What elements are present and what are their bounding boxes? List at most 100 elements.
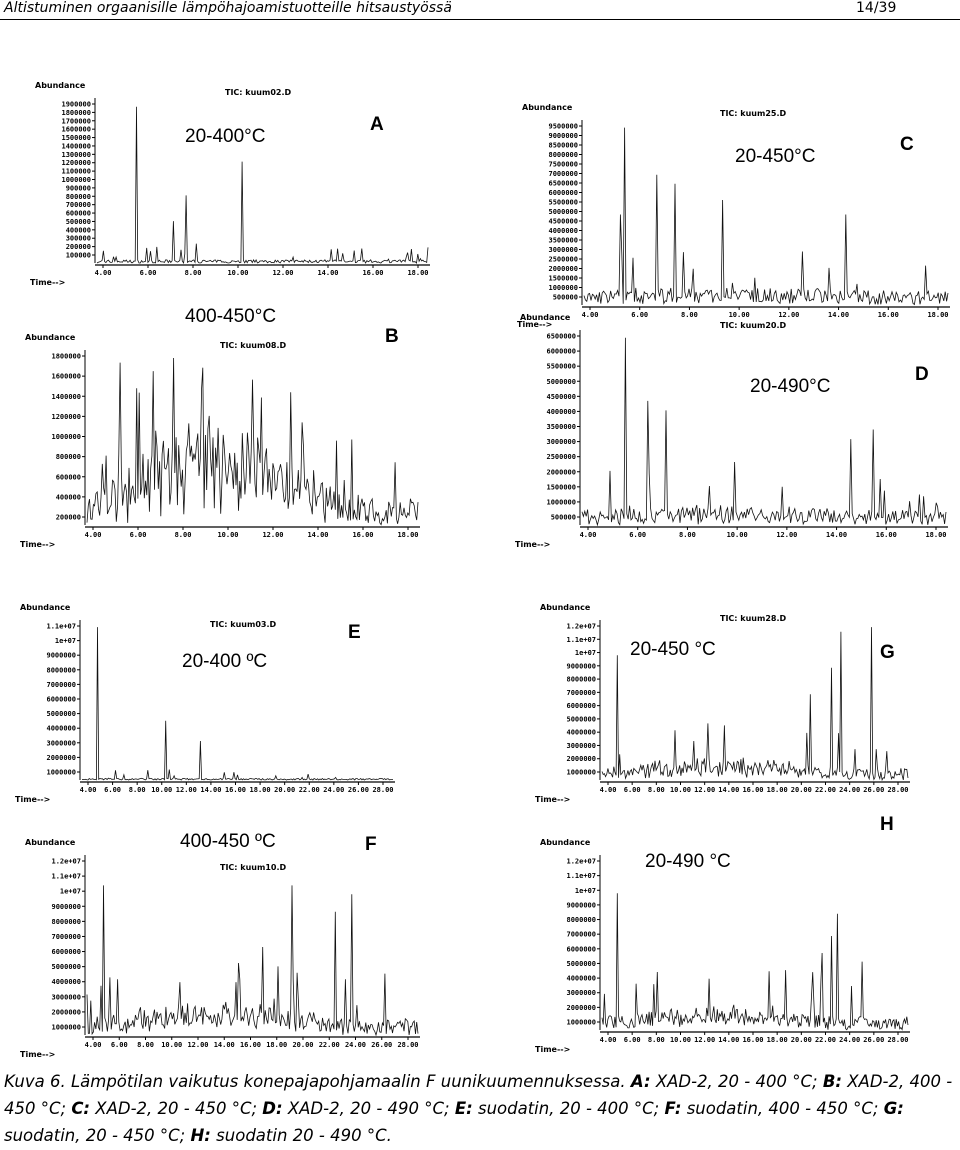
x-tick-label: 18.00 (397, 531, 418, 539)
caption-text: XAD-2, 20 - 490 °C; (287, 1099, 450, 1118)
y-tick-label: 1200000 (51, 413, 81, 421)
caption-text: XAD-2, 400 - 450 °C; (4, 1072, 953, 1118)
x-tick-label: 10.00 (217, 531, 238, 539)
x-tick-label: 4.00 (95, 269, 112, 277)
y-tick-label: 3000000 (566, 989, 596, 997)
y-tick-label: 800000 (66, 193, 91, 201)
caption-text: XAD-2, 20 - 400 °C; (655, 1072, 818, 1091)
x-tick-label: 12.00 (694, 1036, 715, 1044)
x-tick-label: 10.00 (670, 786, 691, 794)
x-tick-label: 6.00 (629, 531, 646, 539)
y-tick-label: 1800000 (51, 353, 81, 361)
x-tick-label: 12.00 (776, 531, 797, 539)
temperature-label: 20-490°C (750, 376, 830, 397)
header-title: Altistuminen orgaanisille lämpöhajoamist… (4, 0, 452, 16)
caption-key: G: (883, 1099, 904, 1118)
x-tick-label: 24.00 (839, 1036, 860, 1044)
y-tick-label: 3500000 (546, 423, 576, 431)
tic-label: TIC: kuum02.D (225, 88, 292, 97)
x-tick-label: 24.00 (323, 786, 344, 794)
panel-letter: H (880, 814, 894, 835)
y-tick-label: 1500000 (548, 275, 578, 283)
temperature-label: 20-400 ºC (182, 651, 267, 672)
chromatogram-trace (601, 893, 909, 1031)
chromatogram-trace (96, 106, 429, 264)
caption-key: A: (630, 1072, 651, 1091)
caption-text: suodatin 20 - 490 °C. (216, 1126, 392, 1145)
x-tick-label: 14.00 (317, 269, 338, 277)
x-tick-label: 6.00 (104, 786, 121, 794)
panel-letter: F (365, 834, 377, 855)
panel-letter: B (385, 326, 399, 347)
x-axis-label: Time--> (20, 1050, 55, 1059)
x-tick-label: 8.00 (137, 1041, 154, 1049)
y-tick-label: 1100000 (61, 168, 91, 176)
x-tick-label: 8.00 (681, 311, 698, 319)
x-tick-label: 10.00 (670, 1036, 691, 1044)
x-tick-label: 10.00 (727, 531, 748, 539)
y-tick-label: 1e+07 (55, 637, 76, 645)
y-tick-label: 1400000 (61, 142, 91, 150)
y-tick-label: 5500000 (546, 363, 576, 371)
y-tick-label: 2500000 (546, 453, 576, 461)
caption-intro: Kuva 6. Lämpötilan vaikutus konepajapohj… (4, 1072, 631, 1091)
x-tick-label: 12.00 (262, 531, 283, 539)
y-tick-label: 3000000 (566, 742, 596, 750)
x-tick-label: 8.00 (648, 1036, 665, 1044)
y-tick-label: 3000000 (46, 739, 76, 747)
x-tick-label: 20.00 (791, 1036, 812, 1044)
x-axis-label: Time--> (20, 540, 55, 549)
x-tick-label: 18.00 (250, 786, 271, 794)
x-tick-label: 28.00 (397, 1041, 418, 1049)
x-tick-label: 14.00 (826, 531, 847, 539)
temperature-label: 400-450 ºC (180, 831, 276, 852)
y-tick-label: 2000000 (51, 1008, 81, 1016)
y-tick-label: 1600000 (61, 126, 91, 134)
y-tick-label: 8000000 (566, 916, 596, 924)
header-rule (0, 19, 960, 20)
x-tick-label: 14.00 (307, 531, 328, 539)
x-axis-label: Time--> (517, 320, 552, 329)
chromatogram-panel: Abundance Time--> 20-450 °C G TIC: kuum28.D 1… (535, 603, 910, 804)
y-tick-label: 1.1e+07 (566, 872, 596, 880)
y-tick-label: 200000 (56, 514, 81, 522)
x-tick-label: 26.00 (348, 786, 369, 794)
x-tick-label: 28.00 (887, 786, 908, 794)
y-tick-label: 5000000 (566, 960, 596, 968)
x-tick-label: 4.00 (85, 1041, 102, 1049)
x-axis-label: Time--> (515, 540, 550, 549)
y-axis-label: Abundance (25, 333, 76, 342)
y-tick-label: 4000000 (51, 978, 81, 986)
x-tick-label: 16.00 (742, 1036, 763, 1044)
y-tick-label: 1000000 (566, 769, 596, 777)
y-axis-label: Abundance (540, 603, 591, 612)
x-axis-label: Time--> (15, 795, 50, 804)
y-tick-label: 1000000 (61, 176, 91, 184)
y-tick-label: 500000 (553, 294, 578, 302)
y-tick-label: 4000000 (546, 408, 576, 416)
y-tick-label: 5000000 (546, 378, 576, 386)
x-tick-label: 8.00 (175, 531, 192, 539)
tic-label: TIC: kuum25.D (720, 109, 787, 118)
caption-key: C: (71, 1099, 91, 1118)
x-tick-label: 4.00 (600, 786, 617, 794)
x-axis-label: Time--> (535, 1045, 570, 1054)
y-tick-label: 600000 (56, 473, 81, 481)
y-tick-label: 7000000 (51, 933, 81, 941)
panel-letter: A (370, 114, 384, 135)
y-tick-label: 5500000 (548, 199, 578, 207)
temperature-label: 20-490 °C (645, 851, 731, 872)
y-tick-label: 1.2e+07 (566, 623, 596, 631)
y-tick-label: 100000 (66, 252, 91, 260)
y-tick-label: 6500000 (548, 180, 578, 188)
y-tick-label: 1.1e+07 (51, 873, 81, 881)
y-tick-label: 3000000 (51, 993, 81, 1001)
caption-text: XAD-2, 20 - 450 °C; (95, 1099, 258, 1118)
y-tick-label: 1.2e+07 (51, 858, 81, 866)
y-tick-label: 8000000 (566, 676, 596, 684)
y-tick-label: 1.1e+07 (566, 636, 596, 644)
y-tick-label: 8000000 (46, 666, 76, 674)
